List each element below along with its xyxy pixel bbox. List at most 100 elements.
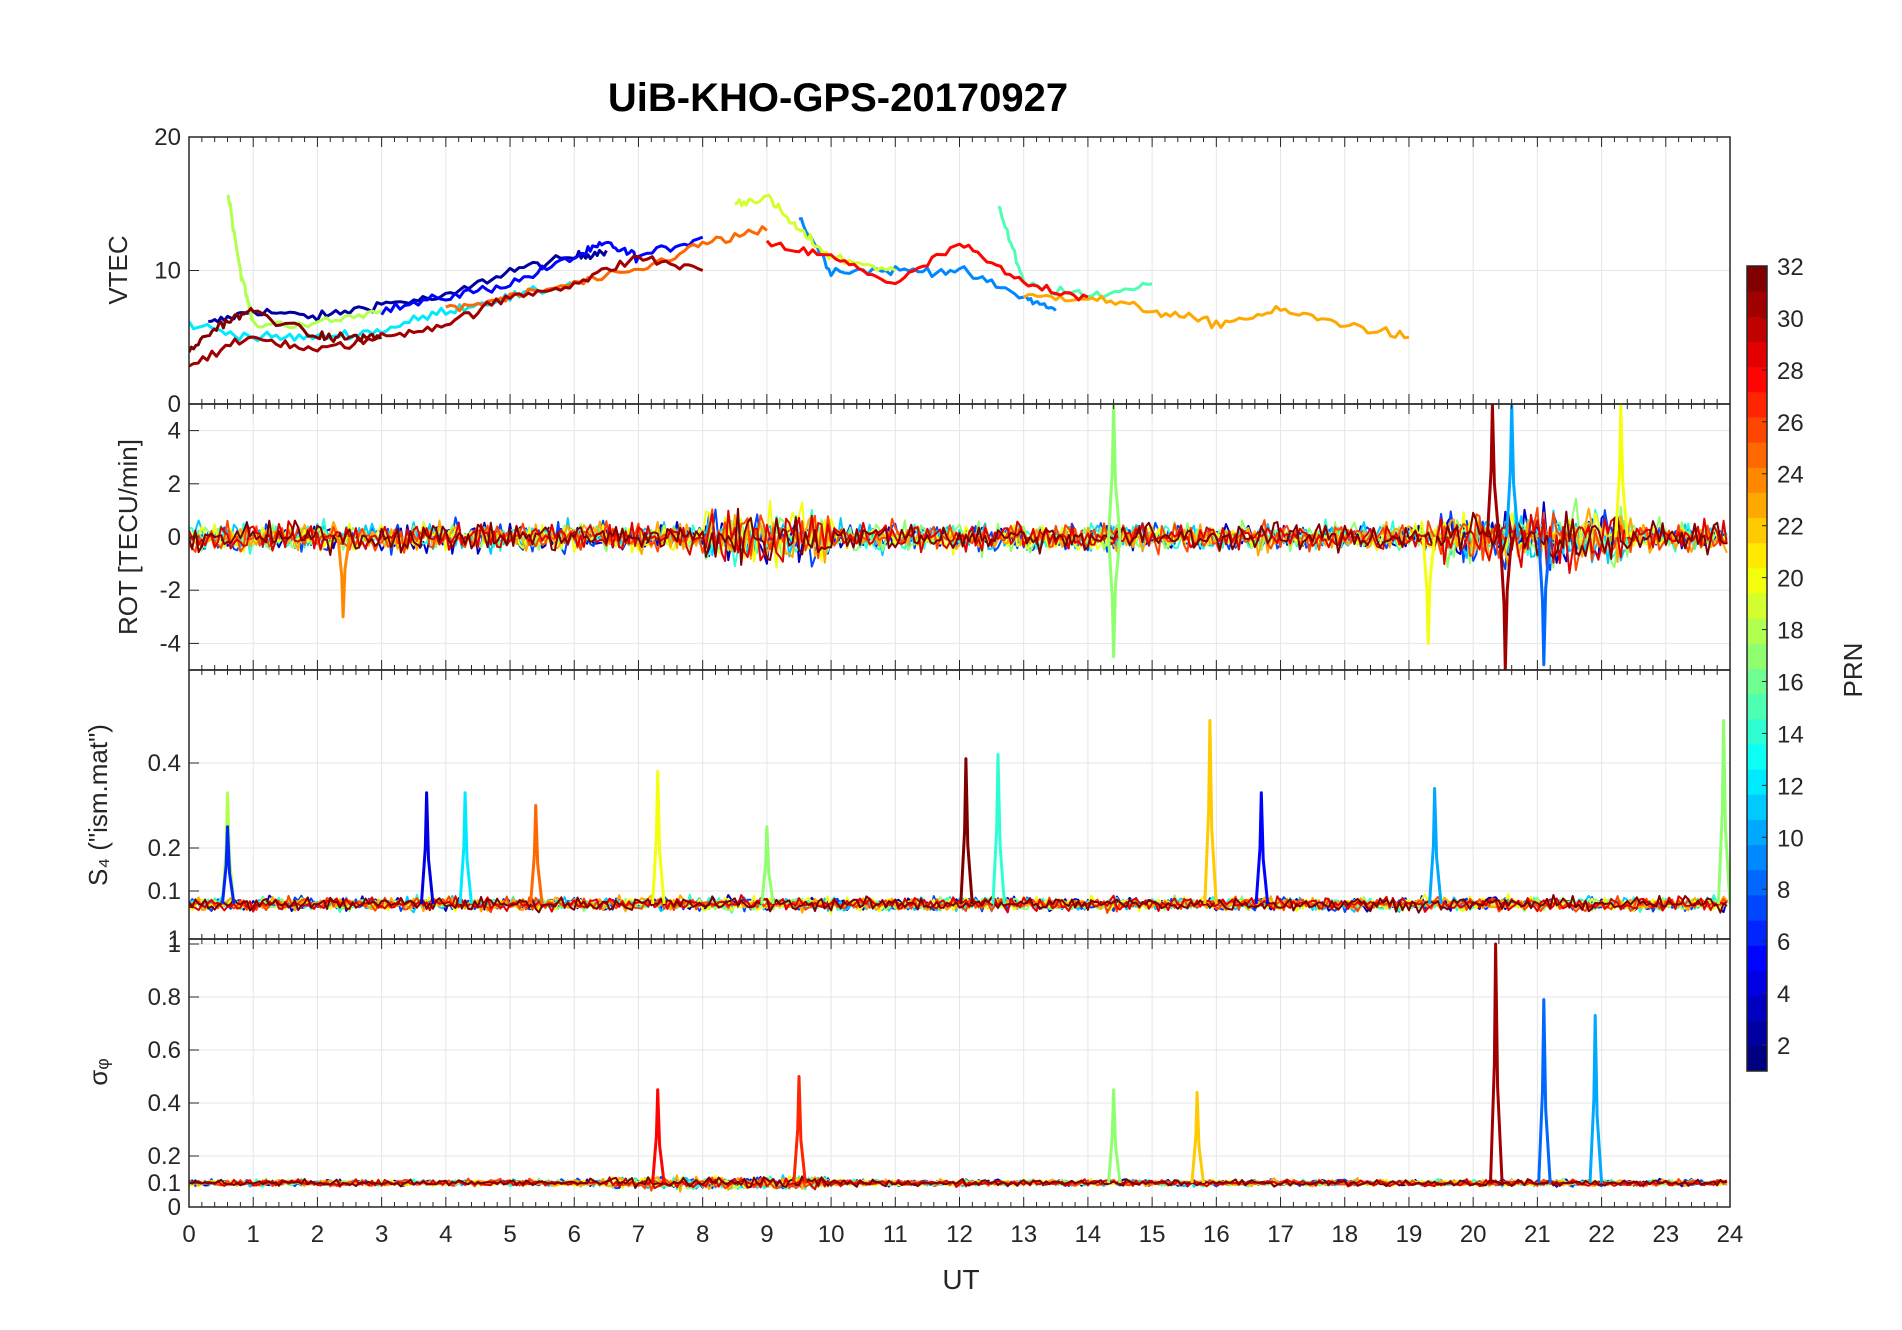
y-tick-label: 4 — [168, 418, 181, 445]
y-tick-label: 0.1 — [148, 878, 181, 905]
x-tick-label: 10 — [818, 1221, 845, 1248]
panel-s4: 0.1 0.2 0.4 1 S₄ ("ism.mat") — [83, 669, 1731, 953]
peak-prn-31 — [1489, 942, 1504, 1184]
panel-vtec: 0 10 20 VTEC — [103, 124, 1731, 418]
x-tick-label: 24 — [1717, 1221, 1744, 1248]
vtec-series-prn-32 — [189, 307, 382, 353]
x-tick-label: 0 — [182, 1221, 195, 1248]
peak-prn-20 — [651, 770, 666, 905]
y-tick-label: 0 — [168, 1194, 181, 1221]
vtec-series-prn-19 — [734, 193, 897, 272]
vtec-series-prn-18 — [226, 194, 383, 330]
x-tick-label: 2 — [311, 1221, 324, 1248]
colorbar-tick-label: 16 — [1777, 669, 1804, 696]
colorbar-tick-label: 20 — [1777, 566, 1804, 593]
peak-prn-25 — [529, 804, 544, 905]
colorbar-tick-label: 24 — [1777, 462, 1804, 489]
vtec-series-prn-25 — [445, 225, 768, 313]
y-tick-label-top: 1 — [168, 926, 181, 953]
y-tick-label: -2 — [160, 577, 181, 604]
y-tick-label: 2 — [168, 471, 181, 498]
x-tick-label: 22 — [1588, 1221, 1615, 1248]
peak-prn-24 — [336, 536, 351, 619]
x-tick-label: 14 — [1075, 1221, 1102, 1248]
peak-prn-20 — [1614, 404, 1629, 538]
peak-prn-5 — [1254, 791, 1270, 905]
x-tick-label: 9 — [760, 1221, 773, 1248]
x-axis-label: UT — [942, 1264, 979, 1295]
vtec-series-prn-28 — [765, 239, 1089, 302]
peak-prn-8 — [1537, 998, 1552, 1184]
noise-trace-prn-29 — [189, 894, 1728, 914]
x-tick-label: 18 — [1331, 1221, 1358, 1248]
x-tick-label: 7 — [632, 1221, 645, 1248]
y-tick-label: 0 — [168, 391, 181, 418]
colorbar-tick-label: 4 — [1777, 981, 1790, 1008]
peak-prn-28 — [651, 1088, 666, 1184]
peak-prn-10 — [1428, 787, 1443, 905]
y-axis-label: S₄ ("ism.mat") — [83, 724, 113, 886]
peak-prn-17 — [1107, 404, 1122, 538]
colorbar-tick-label: 6 — [1777, 929, 1790, 956]
x-tick-label: 5 — [503, 1221, 516, 1248]
colorbar-tick-label: 2 — [1777, 1033, 1790, 1060]
y-tick-label: -4 — [160, 630, 181, 657]
peak-prn-12 — [458, 791, 473, 905]
y-axis-label: VTEC — [103, 235, 133, 304]
data-lines — [189, 193, 1410, 368]
x-tick-label: 17 — [1267, 1221, 1294, 1248]
peak-prn-4 — [419, 791, 435, 905]
peak-prn-27 — [792, 1075, 807, 1184]
x-tick-label: 11 — [883, 1221, 908, 1248]
colorbar-tick-label: 12 — [1777, 773, 1804, 800]
colorbar-tick-label: 32 — [1777, 254, 1804, 281]
peak-prn-17 — [1716, 719, 1730, 904]
x-tick-label: 4 — [439, 1221, 452, 1248]
x-tick-label: 15 — [1139, 1221, 1166, 1248]
peak-prn-17 — [1107, 1088, 1122, 1184]
y-tick-label: 1 — [168, 931, 181, 958]
peak-prn-10 — [1588, 1014, 1604, 1184]
x-tick-label: 3 — [375, 1221, 388, 1248]
vtec-series-prn-9 — [798, 217, 1057, 312]
colorbar-tick-label: 18 — [1777, 618, 1804, 645]
colorbar-tick-label: 22 — [1777, 514, 1804, 541]
panel-rot: -4 -2 0 2 4 ROT [TECU/min] — [113, 403, 1731, 671]
colorbar-tick-label: 8 — [1777, 877, 1790, 904]
y-tick-label: 0.2 — [148, 1143, 181, 1170]
data-lines — [189, 719, 1730, 915]
data-lines — [189, 942, 1728, 1193]
x-tick-label: 20 — [1460, 1221, 1487, 1248]
x-tick-label: 23 — [1652, 1221, 1679, 1248]
y-axis-label: σᵩ — [83, 1058, 113, 1086]
y-tick-label: 20 — [154, 124, 181, 151]
x-tick-label: 16 — [1203, 1221, 1230, 1248]
data-lines — [189, 404, 1728, 670]
x-tick-label: 12 — [946, 1221, 973, 1248]
x-tick-label: 8 — [696, 1221, 709, 1248]
chart-title: UiB-KHO-GPS-20170927 — [608, 76, 1068, 120]
colorbar-label: PRN — [1838, 643, 1868, 698]
peak-prn-22 — [1203, 719, 1218, 904]
peak-prn-14 — [991, 753, 1006, 905]
colorbar-tick-label: 14 — [1777, 721, 1804, 748]
x-tick-label: 21 — [1524, 1221, 1551, 1248]
peak-prn-22 — [1190, 1090, 1205, 1184]
x-tick-label: 13 — [1010, 1221, 1037, 1248]
y-tick-label: 0.6 — [148, 1037, 181, 1064]
noise-trace-prn-32 — [189, 894, 1728, 914]
colorbar-tick-label: 28 — [1777, 358, 1804, 385]
colorbar-tick-label: 30 — [1777, 306, 1804, 333]
noise-trace-prn-32 — [189, 1175, 1727, 1189]
x-tick-label: 19 — [1396, 1221, 1423, 1248]
peak-prn-17 — [1107, 536, 1122, 659]
y-tick-label: 0.4 — [148, 1090, 181, 1117]
y-tick-label: 0.2 — [148, 835, 181, 862]
y-tick-label: 0 — [168, 524, 181, 551]
peak-prn-8 — [1537, 536, 1552, 667]
vtec-series-prn-23 — [1022, 293, 1410, 340]
x-tick-label: 1 — [247, 1221, 260, 1248]
vtec-series-prn-31 — [189, 254, 704, 368]
